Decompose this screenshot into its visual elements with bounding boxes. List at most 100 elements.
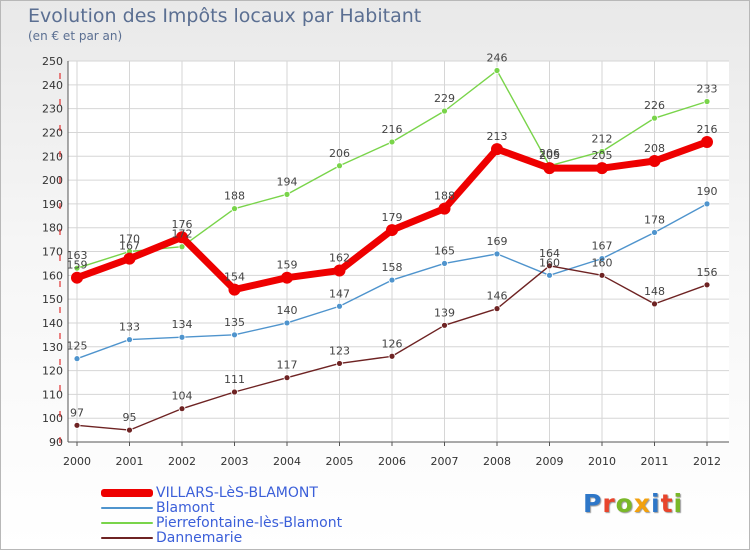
data-label: 188 xyxy=(434,190,455,203)
data-point xyxy=(281,271,293,284)
data-point xyxy=(441,321,448,329)
data-point xyxy=(546,271,553,279)
data-point xyxy=(596,162,608,175)
data-point xyxy=(441,260,448,267)
y-tick-label: 120 xyxy=(42,365,63,378)
data-label: 205 xyxy=(539,149,560,162)
data-point xyxy=(651,300,658,308)
data-point xyxy=(703,200,711,208)
chart-subtitle: (en € et par an) xyxy=(28,29,123,43)
legend-item: VILLARS-LèS-BLAMONT xyxy=(101,486,361,501)
data-point xyxy=(178,333,186,341)
data-label: 140 xyxy=(277,304,298,317)
y-tick-label: 180 xyxy=(42,222,63,235)
data-point xyxy=(598,148,606,155)
data-label: 148 xyxy=(644,285,665,298)
y-tick-label: 250 xyxy=(42,55,63,68)
logo-letter: o xyxy=(615,489,634,518)
data-label: 117 xyxy=(277,359,298,372)
data-label: 159 xyxy=(67,259,88,272)
data-point xyxy=(441,107,448,115)
x-tick-label: 2010 xyxy=(588,455,616,468)
logo-letter: t xyxy=(660,489,674,518)
y-tick-label: 90 xyxy=(49,436,63,449)
data-label: 147 xyxy=(329,287,350,300)
data-label: 146 xyxy=(487,290,508,303)
data-label: 246 xyxy=(487,52,508,65)
data-label: 165 xyxy=(434,244,455,257)
data-point xyxy=(126,426,133,434)
logo-letter: P xyxy=(583,489,603,518)
data-label: 205 xyxy=(592,149,613,162)
y-tick-label: 210 xyxy=(42,150,63,163)
data-label: 179 xyxy=(382,211,403,224)
data-label: 104 xyxy=(172,390,193,403)
data-label: 188 xyxy=(224,190,245,203)
legend-label: Dannemarie xyxy=(156,530,243,546)
x-tick-label: 2006 xyxy=(378,455,406,468)
data-label: 212 xyxy=(592,132,613,145)
data-point xyxy=(333,264,346,277)
data-label: 135 xyxy=(224,316,245,329)
data-label: 229 xyxy=(434,92,455,105)
data-point xyxy=(231,388,238,396)
data-point xyxy=(231,331,238,339)
y-tick-label: 170 xyxy=(42,246,63,259)
x-tick-label: 2001 xyxy=(116,455,144,468)
data-label: 154 xyxy=(224,271,245,284)
y-tick-label: 160 xyxy=(42,269,63,282)
data-point xyxy=(73,355,81,363)
data-label-layer: 163 170 172 188 194 206 216 229 246 206 212 226 233 1… xyxy=(67,52,718,425)
data-label: 95 xyxy=(123,411,137,424)
data-point xyxy=(388,276,396,284)
x-tick-label: 2005 xyxy=(326,455,354,468)
grid-layer xyxy=(68,60,729,443)
data-label: 226 xyxy=(644,99,665,112)
data-label: 178 xyxy=(644,213,665,226)
data-label: 123 xyxy=(329,344,350,357)
x-tick-label: 2003 xyxy=(221,455,249,468)
x-tick-label: 2000 xyxy=(63,455,91,468)
data-point xyxy=(598,255,606,263)
data-point xyxy=(493,250,501,258)
y-tick-label: 100 xyxy=(42,412,63,425)
data-point xyxy=(648,155,661,168)
data-point xyxy=(228,283,241,296)
y-tick-label: 110 xyxy=(42,388,63,401)
legend-label: VILLARS-LèS-BLAMONT xyxy=(156,485,318,501)
data-label: 167 xyxy=(119,240,140,253)
data-point xyxy=(71,271,83,284)
logo-letter: x xyxy=(633,489,651,518)
data-label: 213 xyxy=(487,130,508,143)
data-point xyxy=(126,336,133,344)
y-tick-label: 240 xyxy=(42,79,63,92)
data-label: 208 xyxy=(644,142,665,155)
data-label: 160 xyxy=(592,256,613,269)
data-point xyxy=(123,252,136,265)
data-point xyxy=(388,138,396,146)
data-point xyxy=(176,231,188,244)
data-point xyxy=(73,421,81,429)
data-point xyxy=(543,162,556,175)
data-point xyxy=(546,262,553,270)
data-label: 160 xyxy=(539,256,560,269)
data-point xyxy=(231,205,238,213)
data-point xyxy=(493,67,501,74)
proxiti-logo: Proxiti xyxy=(583,489,683,518)
x-tick-label: 2008 xyxy=(483,455,511,468)
y-tick-label: 150 xyxy=(42,293,63,306)
legend-label: Pierrefontaine-lès-Blamont xyxy=(156,515,343,531)
data-point xyxy=(336,302,343,310)
logo-letter: i xyxy=(673,489,684,518)
y-tick-label: 200 xyxy=(42,174,63,187)
data-label: 216 xyxy=(382,123,403,136)
data-point xyxy=(386,224,398,237)
y-tick-label: 230 xyxy=(42,103,63,116)
logo-letter: r xyxy=(602,489,616,518)
data-label: 164 xyxy=(539,247,560,260)
data-label: 111 xyxy=(224,373,245,386)
data-point xyxy=(283,319,291,327)
axes-layer: 90 100 110 120 130 140 150 160 170 180 190 200 210 22… xyxy=(42,55,729,468)
legend-swatch xyxy=(101,489,153,497)
data-label: 162 xyxy=(329,252,350,265)
